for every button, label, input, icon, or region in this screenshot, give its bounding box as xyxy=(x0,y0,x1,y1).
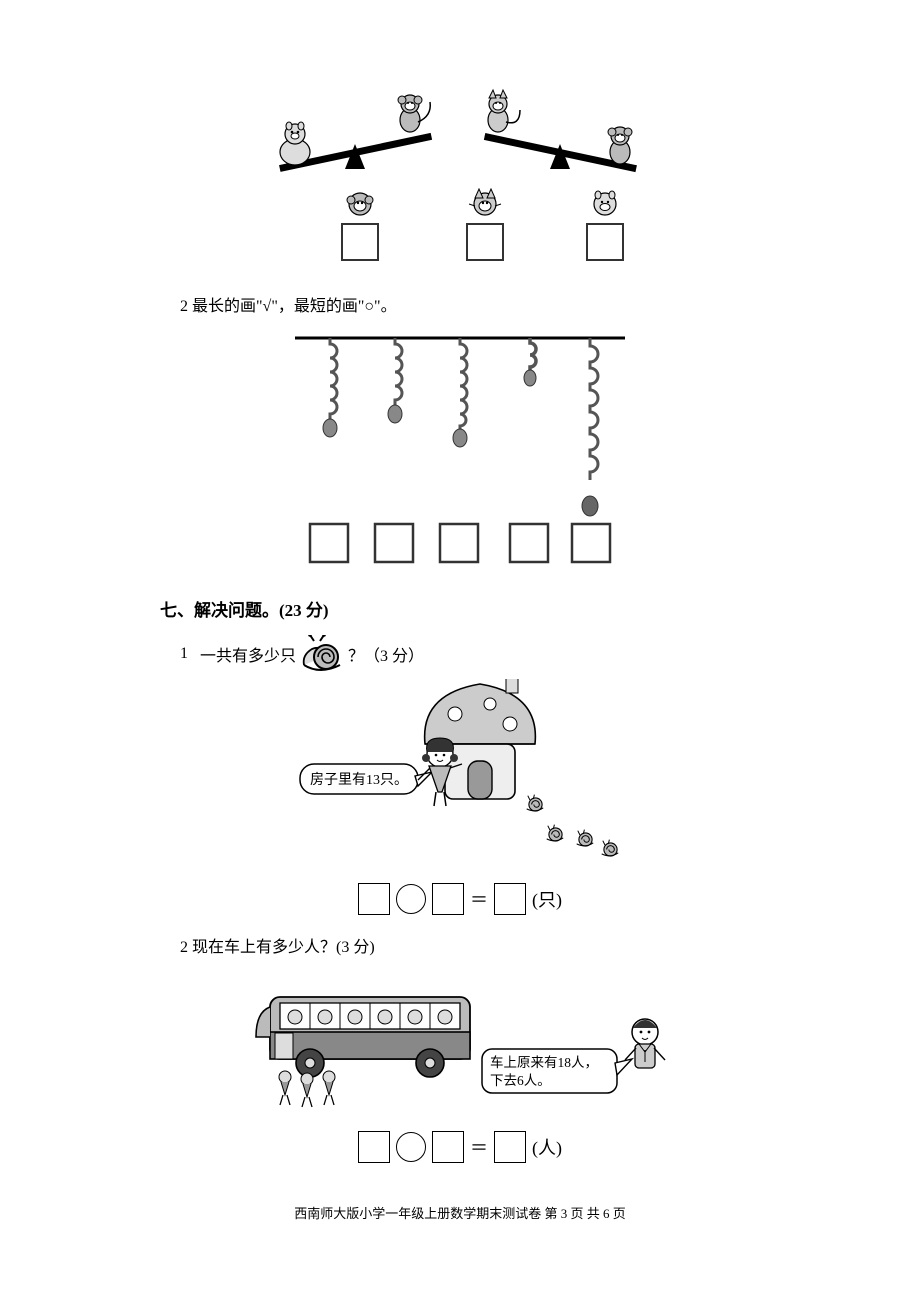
section7-title: 七、解决问题。(23 分) xyxy=(160,596,750,621)
eq-operand1[interactable] xyxy=(358,883,390,915)
p2-num: 2 xyxy=(180,939,188,956)
p2-line: 2 现在车上有多少人？(3 分) xyxy=(180,933,750,957)
eq2-operand2[interactable] xyxy=(432,1131,464,1163)
p1-line: 1 一共有多少只 ？（3 分） xyxy=(180,635,750,673)
eq-result[interactable] xyxy=(494,883,526,915)
eq2-operator[interactable] xyxy=(396,1132,426,1162)
q2-num: 2 xyxy=(180,298,188,315)
p2-figure: 车上原来有18人， 下去6人。 xyxy=(170,967,750,1117)
p1-equation: ＝ (只) xyxy=(170,883,750,915)
p2-equation: ＝ (人) xyxy=(170,1131,750,1163)
eq-equals: ＝ xyxy=(470,886,488,912)
p2-text: 现在车上有多少人？(3 分) xyxy=(192,939,375,956)
p1-unit: (只) xyxy=(532,886,562,912)
p1-num: 1 xyxy=(180,645,188,663)
p1-pre: 一共有多少只 xyxy=(200,642,296,666)
eq2-result[interactable] xyxy=(494,1131,526,1163)
p1-bubble-text: 房子里有13只。 xyxy=(310,772,408,788)
springs-figure xyxy=(170,326,750,566)
eq-operand2[interactable] xyxy=(432,883,464,915)
eq-operator[interactable] xyxy=(396,884,426,914)
snail-icon xyxy=(300,635,344,673)
q2-text: 2 最长的画"√"，最短的画"○"。 xyxy=(180,292,750,316)
p1-post: ？（3 分） xyxy=(348,642,424,666)
q2-body: 最长的画"√"，最短的画"○"。 xyxy=(192,298,397,315)
seesaw-figure xyxy=(170,64,750,274)
p2-unit: (人) xyxy=(532,1134,562,1160)
page-footer: 西南师大版小学一年级上册数学期末测试卷 第 3 页 共 6 页 xyxy=(170,1203,750,1222)
p1-figure: 房子里有13只。 xyxy=(170,679,750,869)
eq2-equals: ＝ xyxy=(470,1134,488,1160)
eq2-operand1[interactable] xyxy=(358,1131,390,1163)
p2-bubble-l1: 车上原来有18人， xyxy=(490,1054,598,1070)
p2-bubble-l2: 下去6人。 xyxy=(490,1073,551,1088)
